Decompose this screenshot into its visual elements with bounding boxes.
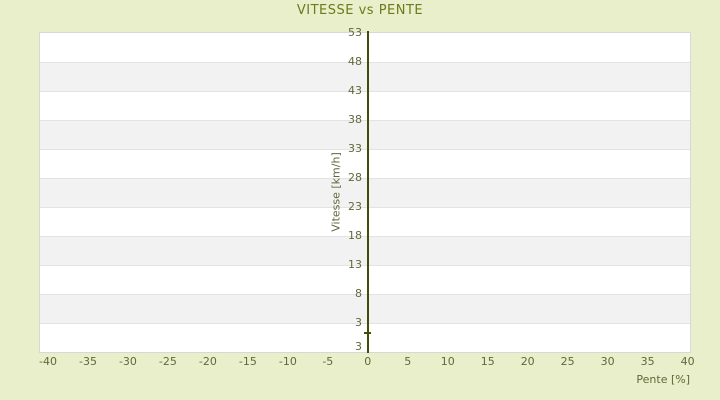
x-tick-label: 15 bbox=[480, 355, 495, 368]
x-tick-label: 5 bbox=[404, 355, 412, 368]
x-tick-label: 25 bbox=[560, 355, 575, 368]
plot-band bbox=[40, 294, 690, 323]
x-tick-label: 20 bbox=[520, 355, 535, 368]
x-tick-label: 40 bbox=[680, 355, 695, 368]
plot-band bbox=[40, 265, 690, 294]
horizontal-gridline bbox=[40, 91, 690, 92]
plot-band bbox=[40, 178, 690, 207]
plot-area bbox=[39, 32, 691, 353]
chart-title: VITESSE vs PENTE bbox=[296, 3, 424, 18]
y-axis-title: Vitesse [km/h] bbox=[329, 152, 343, 232]
horizontal-gridline bbox=[40, 149, 690, 150]
plot-band bbox=[40, 120, 690, 149]
plot-band bbox=[40, 207, 690, 236]
x-tick-label: 10 bbox=[440, 355, 455, 368]
horizontal-gridline bbox=[40, 207, 690, 208]
x-tick-label: 0 bbox=[364, 355, 372, 368]
plot-band bbox=[40, 33, 690, 62]
x-tick-label: -25 bbox=[158, 355, 177, 368]
x-tick-label: -15 bbox=[238, 355, 257, 368]
x-tick-label: -10 bbox=[278, 355, 297, 368]
plot-band bbox=[40, 236, 690, 265]
horizontal-gridline bbox=[40, 236, 690, 237]
horizontal-gridline bbox=[40, 294, 690, 295]
x-tick-label: -5 bbox=[322, 355, 334, 368]
x-tick-label: -35 bbox=[78, 355, 97, 368]
horizontal-gridline bbox=[40, 265, 690, 266]
x-axis-title: Pente [%] bbox=[636, 373, 690, 386]
plot-band bbox=[40, 323, 690, 352]
horizontal-gridline bbox=[40, 178, 690, 179]
horizontal-gridline bbox=[40, 120, 690, 121]
x-tick-label: -30 bbox=[118, 355, 137, 368]
horizontal-gridline bbox=[40, 323, 690, 324]
plot-band bbox=[40, 91, 690, 120]
plot-band bbox=[40, 62, 690, 91]
x-tick-label: -40 bbox=[39, 355, 57, 368]
plot-band bbox=[40, 149, 690, 178]
x-tick-label: -20 bbox=[198, 355, 217, 368]
horizontal-gridline bbox=[40, 62, 690, 63]
x-tick-label: 30 bbox=[600, 355, 615, 368]
x-tick-label: 35 bbox=[640, 355, 655, 368]
